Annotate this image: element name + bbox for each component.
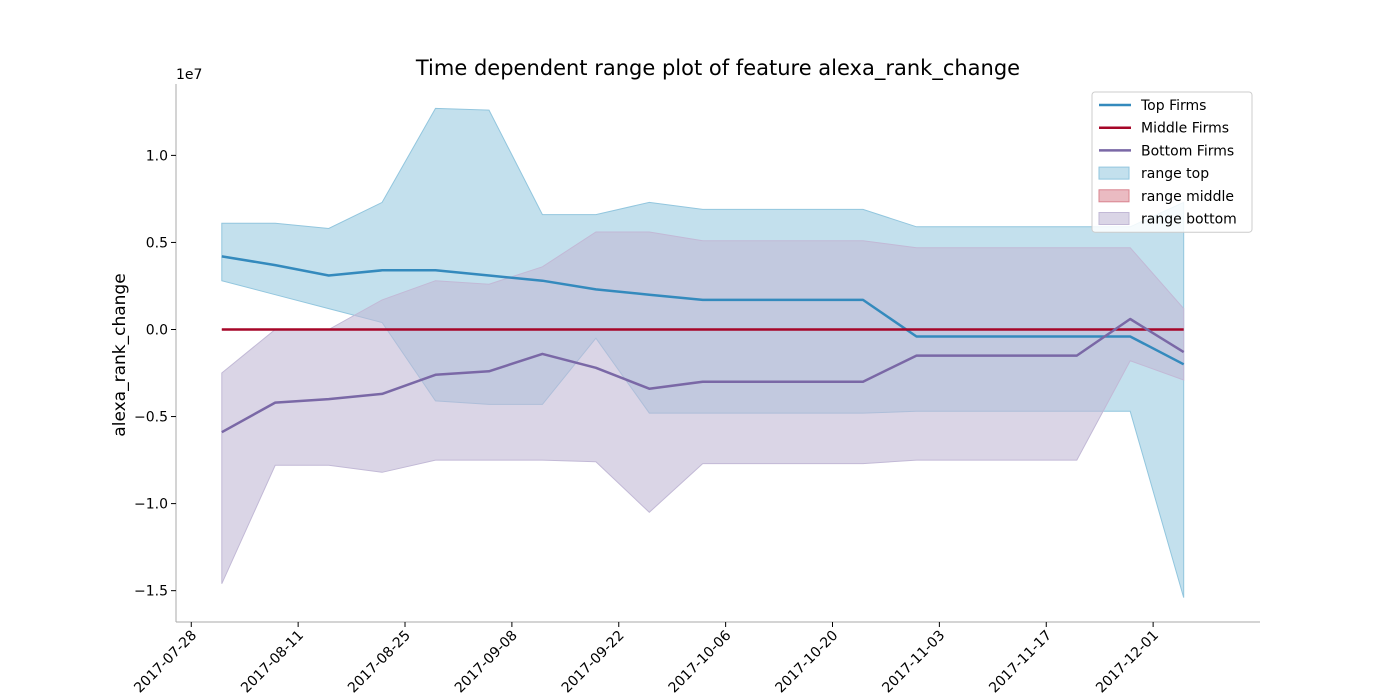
legend-label-middle-firms: Middle Firms [1141, 121, 1229, 137]
y-tick-label: −0.5 [134, 410, 168, 426]
bottom-firms-line [221, 317, 1185, 434]
legend-label-range-bottom: range bottom [1141, 212, 1237, 228]
y-tick-label: −1.5 [134, 584, 168, 600]
y-axis-multiplier: 1e7 [176, 67, 202, 83]
legend-swatch-range-middle [1098, 189, 1130, 203]
y-tick-label: 1.0 [146, 148, 168, 164]
top-firms-line [221, 255, 1185, 366]
legend-label-range-middle: range middle [1141, 189, 1234, 205]
legend: Top Firms Middle Firms Bottom Firms range t… [1091, 91, 1253, 233]
legend-swatch-range-bottom [1098, 212, 1130, 225]
legend-label-top-firms: Top Firms [1140, 98, 1206, 114]
chart-title: Time dependent range plot of feature ale… [415, 56, 1020, 81]
y-axis-title: alexa_rank_change [110, 273, 130, 436]
y-tick-label: 0.0 [146, 322, 168, 338]
series-lines [221, 255, 1185, 434]
y-tick-label: −1.0 [134, 497, 168, 513]
legend-swatch-range-top [1098, 166, 1130, 180]
y-tick-label: 0.5 [146, 235, 168, 251]
range-bottom-band [221, 231, 1185, 584]
legend-box [1091, 91, 1253, 233]
legend-label-range-top: range top [1141, 166, 1209, 182]
legend-label-bottom-firms: Bottom Firms [1141, 143, 1234, 159]
